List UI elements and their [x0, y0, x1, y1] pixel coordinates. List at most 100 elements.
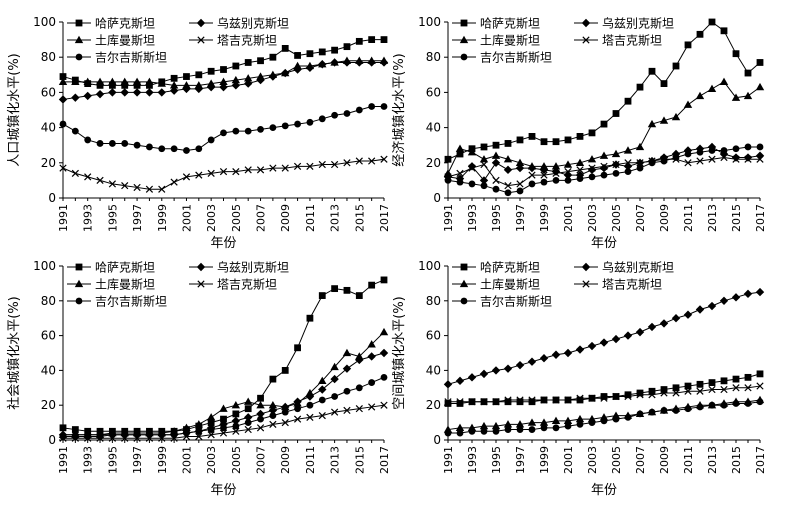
data-point	[503, 165, 513, 175]
data-point	[504, 189, 512, 197]
data-point	[636, 391, 644, 399]
data-point	[83, 91, 92, 101]
x-tick-label: 2005	[230, 446, 243, 474]
data-point	[635, 327, 645, 337]
data-point	[491, 151, 501, 159]
data-point	[331, 285, 339, 293]
data-point	[342, 56, 352, 64]
data-point	[659, 319, 669, 328]
data-point	[756, 382, 764, 390]
data-point	[504, 396, 512, 404]
data-point	[71, 93, 80, 102]
data-point	[504, 398, 512, 406]
data-point	[96, 176, 104, 185]
x-tick-label: 2003	[586, 446, 599, 474]
data-point	[756, 398, 764, 406]
data-point	[257, 125, 264, 133]
data-point	[732, 384, 740, 392]
data-point	[244, 127, 252, 135]
legend-label: 哈萨克斯坦	[95, 17, 155, 31]
x-tick-label: 1999	[156, 204, 169, 232]
data-point	[636, 389, 644, 397]
x-tick-label: 2017	[754, 446, 767, 474]
data-point	[719, 77, 729, 85]
data-point	[707, 301, 717, 311]
data-point	[468, 398, 476, 406]
y-tick-label: 40	[41, 121, 56, 135]
data-point	[71, 169, 79, 177]
data-point	[220, 424, 227, 432]
data-point	[492, 176, 500, 185]
data-point	[121, 140, 129, 147]
data-point	[720, 147, 728, 154]
x-tick-label: 2005	[610, 204, 623, 232]
data-point	[647, 322, 657, 332]
data-point	[380, 103, 388, 110]
data-point	[232, 127, 240, 135]
data-point	[379, 327, 389, 336]
data-point	[269, 420, 277, 428]
data-point	[71, 433, 79, 440]
data-point	[318, 396, 326, 404]
data-point	[528, 171, 536, 179]
data-point	[232, 62, 240, 70]
data-point	[515, 360, 525, 370]
data-point	[540, 424, 548, 432]
data-point	[552, 396, 560, 404]
data-point	[444, 155, 452, 163]
data-point	[756, 59, 764, 66]
legend-label: 塔吉克斯坦	[217, 34, 277, 48]
data-point	[133, 141, 141, 149]
data-point	[331, 393, 339, 400]
x-tick-label: 2011	[682, 446, 695, 474]
data-point	[516, 187, 524, 195]
x-tick-label: 1993	[466, 204, 479, 232]
y-tick-label: 0	[48, 191, 56, 205]
x-tick-label: 2013	[706, 446, 719, 474]
data-point	[318, 292, 326, 299]
data-point	[696, 403, 704, 411]
x-tick-label: 1997	[131, 204, 144, 232]
data-point	[696, 387, 704, 395]
data-point	[244, 425, 252, 434]
data-point	[744, 69, 752, 77]
legend-label: 吉尔吉斯斯坦	[480, 50, 552, 65]
data-point	[576, 175, 584, 183]
data-point	[732, 50, 740, 58]
data-point	[207, 426, 215, 433]
data-point	[684, 382, 692, 390]
data-point	[367, 340, 376, 348]
data-point	[108, 88, 117, 97]
data-point	[480, 143, 488, 151]
legend-marker	[75, 19, 83, 27]
data-point	[539, 354, 549, 363]
series-x	[59, 155, 388, 193]
data-point	[269, 412, 277, 420]
data-point	[355, 384, 363, 392]
data-point	[540, 138, 548, 146]
y-axis-title: 经济城镇化水平(%)	[392, 53, 407, 167]
series-circle	[59, 103, 388, 154]
x-tick-label: 1991	[57, 204, 70, 232]
legend-label: 吉尔吉斯斯坦	[480, 294, 552, 309]
data-point	[269, 375, 277, 383]
data-point	[293, 399, 302, 407]
legend-item: 乌兹别克斯坦	[189, 260, 289, 275]
data-point	[456, 178, 464, 186]
data-point	[195, 71, 203, 79]
x-axis-title: 年份	[591, 483, 617, 498]
data-point	[599, 163, 609, 173]
x-tick-label: 2009	[279, 204, 292, 232]
data-point	[743, 153, 753, 162]
data-point	[281, 408, 289, 416]
data-point	[480, 182, 488, 190]
y-tick-label: 100	[418, 15, 441, 29]
x-tick-label: 2007	[255, 446, 268, 474]
x-axis-title: 年份	[591, 236, 617, 251]
data-point	[684, 387, 692, 395]
data-point	[732, 400, 740, 407]
legend-marker	[581, 262, 591, 272]
data-point	[720, 27, 728, 35]
data-point	[206, 413, 216, 421]
